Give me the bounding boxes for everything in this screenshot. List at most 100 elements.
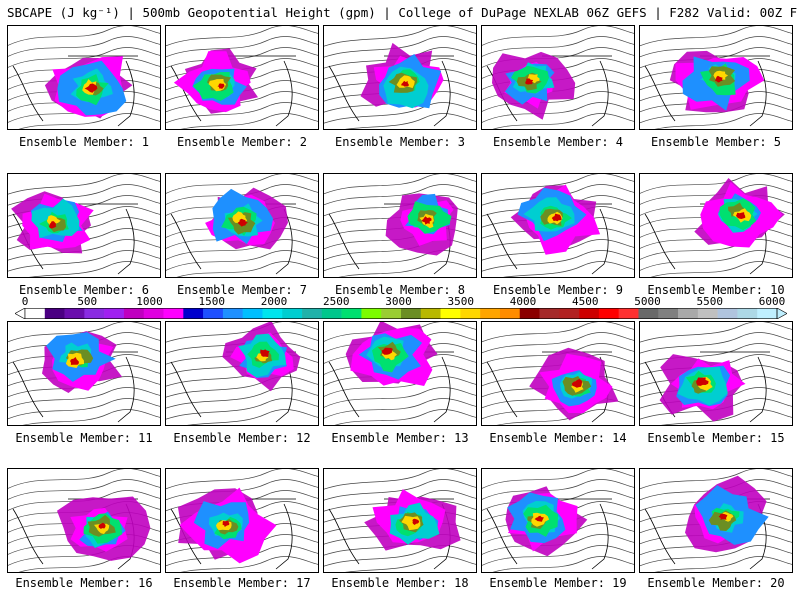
height-contour	[324, 36, 476, 58]
height-contour	[640, 469, 792, 490]
height-contour	[640, 36, 792, 58]
height-contour	[503, 261, 634, 277]
colorbar-swatch	[618, 308, 639, 319]
height-contour	[324, 174, 476, 195]
colorbar-swatch	[658, 308, 679, 319]
panel-label: Ensemble Member: 12	[173, 431, 311, 445]
colorbar-tick-label: 1500	[198, 295, 226, 308]
height-contour	[324, 47, 476, 69]
map-panel	[7, 173, 161, 278]
colorbar-tick-label: 4500	[572, 295, 599, 308]
height-contour	[8, 332, 160, 354]
cape-shading	[98, 522, 106, 529]
colorbar-swatch	[381, 308, 402, 319]
colorbar-swatch	[84, 308, 105, 319]
cape-shading	[401, 80, 410, 87]
height-contour	[8, 479, 160, 500]
colorbar-tick-label: 3500	[447, 295, 475, 308]
cape-shading	[718, 513, 728, 520]
height-contour	[324, 398, 476, 419]
colorbar-swatch	[25, 308, 46, 319]
height-contour	[187, 409, 318, 425]
height-contour	[640, 365, 792, 387]
height-contour	[324, 545, 476, 567]
cape-shading	[551, 213, 562, 222]
height-contour	[324, 250, 476, 272]
map-panel-graphic	[482, 174, 634, 277]
height-contour	[180, 113, 318, 129]
colorbar-swatch	[440, 308, 461, 319]
map-title: SBCAPE (J kg⁻¹) | 500mb Geopotential Hei…	[7, 5, 797, 20]
cape-shading	[70, 357, 79, 365]
map-panel	[323, 468, 477, 573]
map-panel	[323, 321, 477, 426]
height-contour	[640, 545, 792, 567]
height-contour	[493, 556, 634, 572]
height-contour	[640, 47, 792, 69]
height-contour	[493, 113, 634, 129]
height-contour	[166, 47, 318, 69]
map-panel-graphic	[640, 322, 792, 425]
panel-label: Ensemble Member: 1	[18, 135, 150, 149]
colorbar-swatch	[717, 308, 738, 319]
height-contour	[8, 490, 160, 511]
height-contour	[166, 545, 318, 567]
height-contour	[640, 250, 792, 271]
panel-label: Ensemble Member: 5	[650, 135, 782, 149]
height-contour	[640, 343, 792, 365]
height-contour	[8, 250, 160, 272]
height-contour	[482, 102, 634, 123]
height-contour	[8, 47, 160, 68]
height-contour	[482, 174, 634, 195]
height-contour	[640, 398, 792, 420]
colorbar-swatch	[579, 308, 600, 319]
height-contour	[22, 409, 160, 425]
cape-shading	[412, 518, 420, 525]
map-panel-graphic	[8, 174, 160, 277]
height-contour	[482, 523, 634, 544]
colorbar-tick-label: 0	[21, 295, 29, 308]
colorbar-swatch	[539, 308, 560, 319]
panel-label: Ensemble Member: 9	[492, 283, 624, 297]
cape-shading	[571, 379, 583, 388]
cape-shading	[222, 520, 230, 527]
height-contour	[166, 398, 318, 420]
map-panel-graphic	[8, 26, 160, 129]
height-contour	[482, 36, 634, 57]
height-contour	[8, 322, 160, 343]
colorbar-swatch	[183, 308, 204, 319]
panel-label: Ensemble Member: 8	[334, 283, 466, 297]
map-panel-graphic	[640, 469, 792, 572]
colorbar-swatch	[282, 308, 303, 319]
height-contour	[482, 479, 634, 500]
map-panel-graphic	[8, 322, 160, 425]
map-panel-graphic	[166, 174, 318, 277]
height-contour	[640, 174, 792, 194]
colorbar-swatch	[480, 308, 501, 319]
colorbar-swatch	[262, 308, 283, 319]
panel-label: Ensemble Member: 17	[173, 576, 311, 590]
height-contour	[8, 26, 160, 46]
panel-label: Ensemble Member: 3	[334, 135, 466, 149]
height-contour	[324, 479, 476, 501]
map-panel-graphic	[324, 26, 476, 129]
colorbar-swatch	[203, 308, 224, 319]
colorbar-swatch	[737, 308, 758, 319]
height-contour	[166, 534, 318, 556]
colorbar-swatch	[420, 308, 441, 319]
height-contour	[482, 332, 634, 354]
coastline	[12, 55, 138, 127]
height-contour	[324, 387, 476, 408]
height-contour	[29, 261, 160, 277]
map-panel	[165, 25, 319, 130]
height-contour	[651, 261, 792, 277]
height-contour	[324, 26, 476, 47]
colorbar-swatch	[499, 308, 521, 319]
height-contour	[482, 545, 634, 566]
cape-shading	[525, 78, 534, 85]
map-panel	[7, 468, 161, 573]
colorbar-swatch	[361, 308, 382, 319]
cape-shading	[49, 221, 57, 229]
height-contour	[324, 322, 476, 342]
map-panel-graphic	[482, 469, 634, 572]
